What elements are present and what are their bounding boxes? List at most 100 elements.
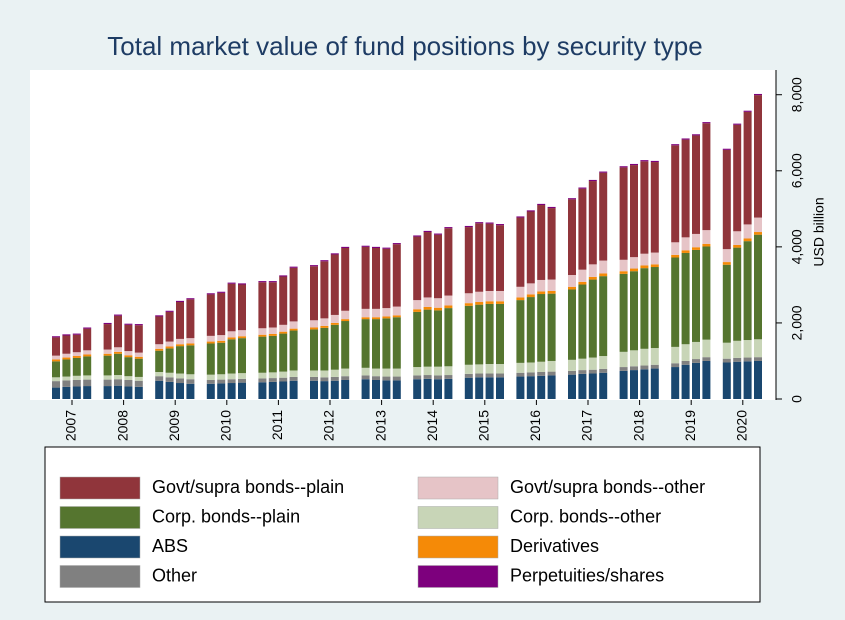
bar-segment xyxy=(62,376,71,381)
bar-segment xyxy=(568,359,576,371)
x-tick-label: 2013 xyxy=(372,410,388,441)
bar-segment xyxy=(72,386,81,399)
bar-segment xyxy=(114,315,122,348)
bar-segment xyxy=(186,343,195,346)
bar-segment xyxy=(526,210,535,212)
bar-segment xyxy=(258,334,267,337)
bar-segment xyxy=(640,161,649,254)
bar-segment xyxy=(258,328,267,335)
bar-segment xyxy=(743,110,752,112)
x-tick-label: 2009 xyxy=(166,410,182,441)
bar-segment xyxy=(681,344,690,361)
bar-segment xyxy=(733,247,742,341)
bar-segment xyxy=(516,376,525,399)
legend-swatch xyxy=(59,506,141,529)
bar-segment xyxy=(227,282,236,284)
bar-segment xyxy=(124,376,133,380)
bar-segment xyxy=(392,376,401,381)
x-tick-label: 2015 xyxy=(476,410,492,441)
bar-segment xyxy=(444,228,453,296)
legend-swatch xyxy=(59,565,141,588)
bar-segment xyxy=(588,357,597,370)
bar-segment xyxy=(547,293,556,361)
bar-segment xyxy=(238,378,246,383)
bar-segment xyxy=(155,344,164,349)
bar-segment xyxy=(176,338,184,345)
bar-segment xyxy=(619,367,628,371)
bar-segment xyxy=(83,379,92,387)
bar-segment xyxy=(681,237,690,251)
bar-segment xyxy=(330,380,339,399)
bar-segment xyxy=(268,378,277,382)
bar-segment xyxy=(413,236,422,301)
bar-segment xyxy=(434,379,442,399)
bar-segment xyxy=(341,379,350,399)
bar-segment xyxy=(134,386,143,399)
bar-segment xyxy=(279,276,288,325)
bar-segment xyxy=(134,376,143,381)
bar-segment xyxy=(681,252,690,345)
bar-segment xyxy=(681,360,690,365)
y-tick-label: 2,000 xyxy=(789,305,805,340)
bar-segment xyxy=(114,385,122,399)
bar-segment xyxy=(52,355,60,360)
bar-segment xyxy=(392,306,401,316)
bar-segment xyxy=(475,364,484,374)
bar-segment xyxy=(83,350,92,355)
bar-segment xyxy=(238,284,246,331)
bar-segment xyxy=(382,368,391,377)
bar-segment xyxy=(217,379,226,384)
bar-segment xyxy=(754,95,762,218)
bar-segment xyxy=(227,373,236,380)
bar-segment xyxy=(599,356,608,369)
bar-segment xyxy=(619,259,628,272)
bar-segment xyxy=(516,286,525,298)
bar-segment xyxy=(310,329,318,371)
bar-segment xyxy=(279,331,288,334)
bar-segment xyxy=(640,365,649,370)
bar-segment xyxy=(134,358,143,377)
bar-segment xyxy=(599,273,608,277)
bar-segment xyxy=(382,318,391,369)
bar-segment xyxy=(526,283,535,295)
bar-segment xyxy=(537,291,546,295)
bar-segment xyxy=(444,227,453,229)
bar-segment xyxy=(341,310,350,320)
bar-segment xyxy=(537,375,546,399)
bar-segment xyxy=(72,334,81,353)
bar-segment xyxy=(103,349,112,354)
bar-segment xyxy=(588,279,597,358)
bar-segment xyxy=(485,364,494,374)
bar-segment xyxy=(361,319,370,368)
bar-segment xyxy=(640,265,649,269)
bar-segment xyxy=(568,275,576,287)
bar-segment xyxy=(496,373,504,378)
bar-segment xyxy=(320,327,329,371)
bar-segment xyxy=(547,375,556,399)
bar-segment xyxy=(702,122,711,124)
bar-segment xyxy=(588,276,597,280)
bar-segment xyxy=(692,135,700,234)
bar-segment xyxy=(186,374,195,380)
x-tick-label: 2007 xyxy=(63,410,79,441)
bar-segment xyxy=(134,356,143,359)
bar-segment xyxy=(279,275,288,277)
bar-segment xyxy=(413,300,422,310)
bar-segment xyxy=(279,324,288,332)
bar-segment xyxy=(599,172,608,261)
bar-segment xyxy=(444,375,453,379)
bar-segment xyxy=(516,362,525,373)
x-tick-label: 2014 xyxy=(424,410,440,441)
legend-label: Other xyxy=(152,565,197,585)
bar-segment xyxy=(330,324,339,370)
bar-segment xyxy=(630,268,638,272)
bar-segment xyxy=(330,254,339,315)
bar-segment xyxy=(176,378,184,384)
legend-label: Derivatives xyxy=(510,536,599,556)
bar-segment xyxy=(423,232,432,298)
bar-segment xyxy=(330,369,339,377)
bar-segment xyxy=(485,290,494,302)
bar-segment xyxy=(268,372,277,379)
bar-segment xyxy=(692,247,700,250)
